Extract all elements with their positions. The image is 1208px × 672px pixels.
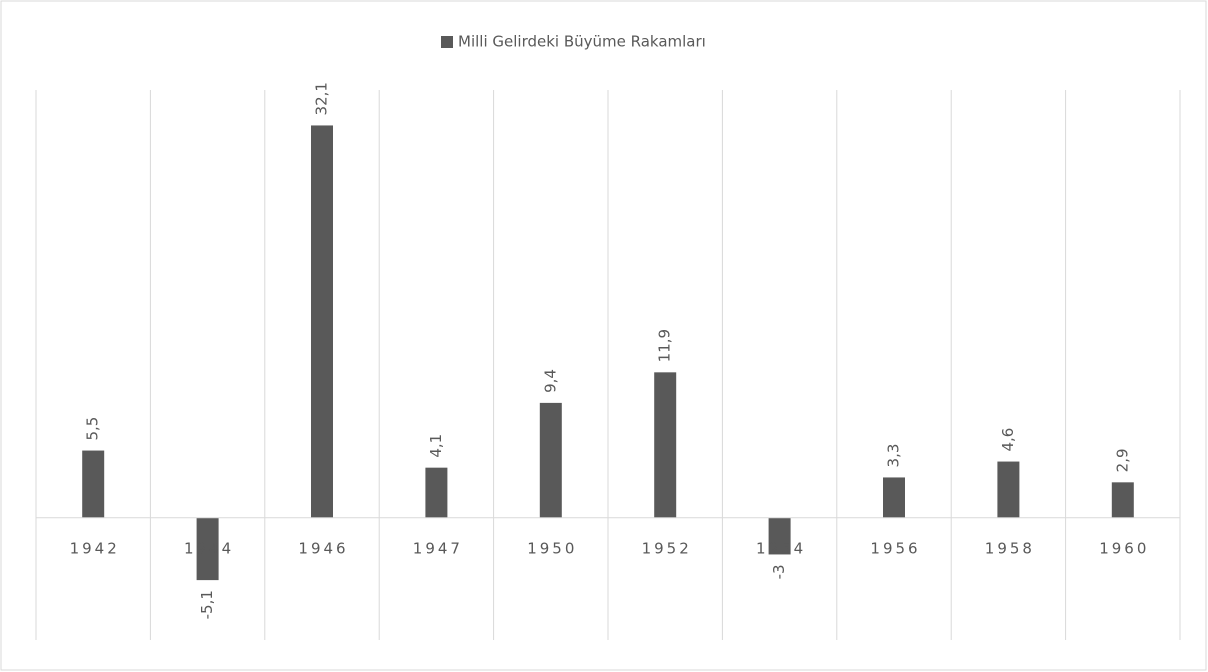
x-tick-label: 1954 [756, 540, 806, 558]
x-tick-label: 1946 [298, 540, 348, 558]
data-label: -3 [770, 564, 788, 579]
bar [539, 402, 562, 518]
bar [1111, 482, 1134, 518]
data-label: 4,1 [427, 434, 445, 458]
data-label: 9,4 [541, 369, 559, 393]
x-tick-label: 1944 [184, 540, 234, 558]
data-label: 4,6 [999, 428, 1017, 452]
bar [196, 517, 219, 581]
x-tick-label: 1958 [985, 540, 1035, 558]
data-label: 3,3 [885, 444, 903, 468]
legend-label: Milli Gelirdeki Büyüme Rakamları [458, 33, 706, 51]
bar [425, 467, 448, 518]
x-tick-label: 1960 [1099, 540, 1149, 558]
data-label: 2,9 [1113, 448, 1131, 472]
x-tick-label: 1947 [413, 540, 463, 558]
bar [768, 517, 791, 555]
bar [997, 461, 1020, 518]
x-tick-label: 1956 [870, 540, 920, 558]
legend-swatch [441, 36, 453, 48]
bar [82, 450, 105, 518]
x-tick-label: 1952 [642, 540, 692, 558]
x-tick-label: 1950 [527, 540, 577, 558]
bar [883, 477, 905, 518]
data-label: 32,1 [313, 82, 331, 115]
x-tick-label: 1942 [70, 540, 120, 558]
data-label: -5,1 [198, 590, 216, 619]
bar [311, 125, 333, 518]
bar [654, 372, 677, 518]
data-label: 11,9 [656, 329, 674, 362]
data-label: 5,5 [84, 417, 102, 441]
